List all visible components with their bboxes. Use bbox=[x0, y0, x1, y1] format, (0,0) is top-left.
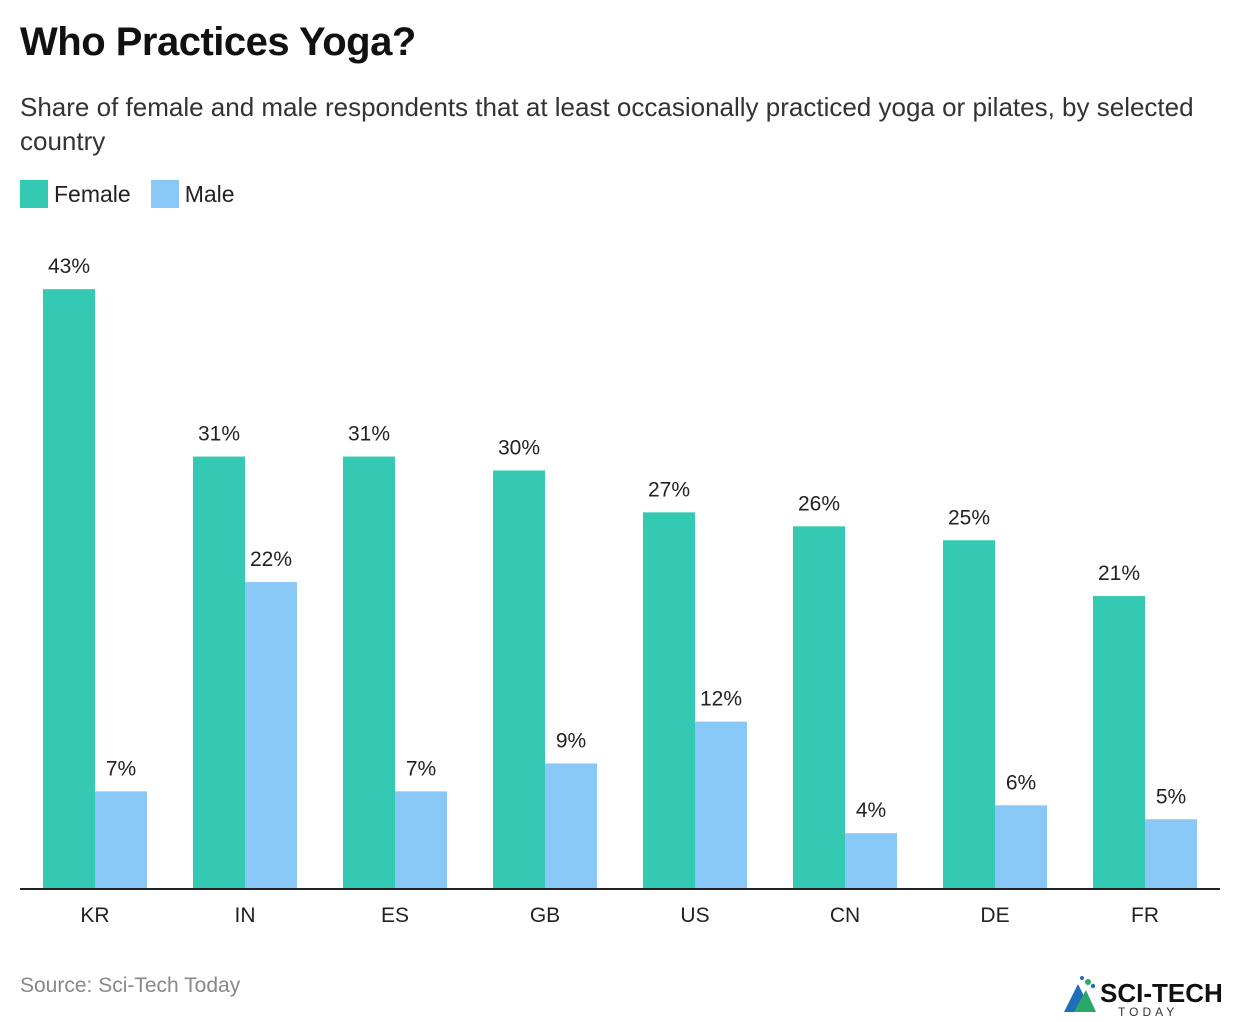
x-tick-label-in: IN bbox=[235, 904, 256, 927]
legend-item-female: Female bbox=[20, 180, 131, 208]
bar-male-gb bbox=[545, 763, 597, 889]
chart-title: Who Practices Yoga? bbox=[20, 20, 416, 64]
data-label-female-es: 31% bbox=[348, 423, 390, 446]
x-tick-label-de: DE bbox=[980, 904, 1009, 927]
x-tick-label-fr: FR bbox=[1131, 904, 1159, 927]
bar-chart: 43% 7% KR 31% 22% IN 31% 7% ES 30% 9% GB 27% 12% US 26%… bbox=[20, 255, 1220, 927]
bar-female-in bbox=[193, 456, 245, 889]
legend: Female Male bbox=[20, 180, 255, 208]
bar-male-de bbox=[995, 805, 1047, 889]
bar-male-in bbox=[245, 582, 297, 889]
bar-female-us bbox=[643, 512, 695, 889]
data-label-male-kr: 7% bbox=[106, 757, 136, 780]
data-label-female-kr: 43% bbox=[48, 255, 90, 278]
data-label-female-de: 25% bbox=[948, 506, 990, 529]
data-label-male-de: 6% bbox=[1006, 771, 1036, 794]
bar-female-kr bbox=[43, 289, 95, 889]
data-label-male-in: 22% bbox=[250, 548, 292, 571]
data-label-female-cn: 26% bbox=[798, 492, 840, 515]
data-label-female-us: 27% bbox=[648, 478, 690, 501]
sci-tech-today-logo: SCI-TECH TODAY bbox=[1064, 976, 1223, 1018]
bar-female-de bbox=[943, 540, 995, 889]
logo-text-primary: SCI-TECH bbox=[1100, 978, 1223, 1008]
data-label-male-gb: 9% bbox=[556, 729, 586, 752]
legend-swatch-male bbox=[150, 180, 179, 208]
bar-female-fr bbox=[1093, 596, 1145, 889]
bar-male-es bbox=[395, 791, 447, 889]
logo-text-secondary: TODAY bbox=[1118, 1005, 1178, 1018]
bar-female-cn bbox=[793, 526, 845, 889]
data-label-female-in: 31% bbox=[198, 423, 240, 446]
legend-label-male: Male bbox=[184, 180, 235, 207]
logo-mark-icon bbox=[1064, 976, 1096, 1012]
legend-swatch-female bbox=[20, 180, 48, 208]
x-tick-label-gb: GB bbox=[530, 904, 560, 927]
data-label-male-es: 7% bbox=[406, 757, 436, 780]
data-label-male-us: 12% bbox=[700, 688, 742, 711]
legend-item-male: Male bbox=[150, 180, 235, 208]
bar-male-fr bbox=[1145, 819, 1197, 889]
bar-male-us bbox=[695, 721, 747, 889]
x-tick-label-es: ES bbox=[381, 904, 409, 927]
bar-male-kr bbox=[95, 791, 147, 889]
data-label-male-cn: 4% bbox=[856, 799, 886, 822]
x-tick-label-kr: KR bbox=[80, 904, 109, 927]
source-note: Source: Sci-Tech Today bbox=[20, 974, 241, 997]
data-label-male-fr: 5% bbox=[1156, 785, 1186, 808]
bar-female-es bbox=[343, 456, 395, 889]
bar-female-gb bbox=[493, 470, 545, 889]
x-tick-label-us: US bbox=[680, 904, 709, 927]
chart-subtitle: Share of female and male respondents tha… bbox=[20, 92, 1194, 156]
bar-male-cn bbox=[845, 833, 897, 889]
data-label-female-gb: 30% bbox=[498, 437, 540, 460]
data-label-female-fr: 21% bbox=[1098, 562, 1140, 585]
x-tick-label-cn: CN bbox=[830, 904, 860, 927]
legend-label-female: Female bbox=[54, 180, 131, 207]
